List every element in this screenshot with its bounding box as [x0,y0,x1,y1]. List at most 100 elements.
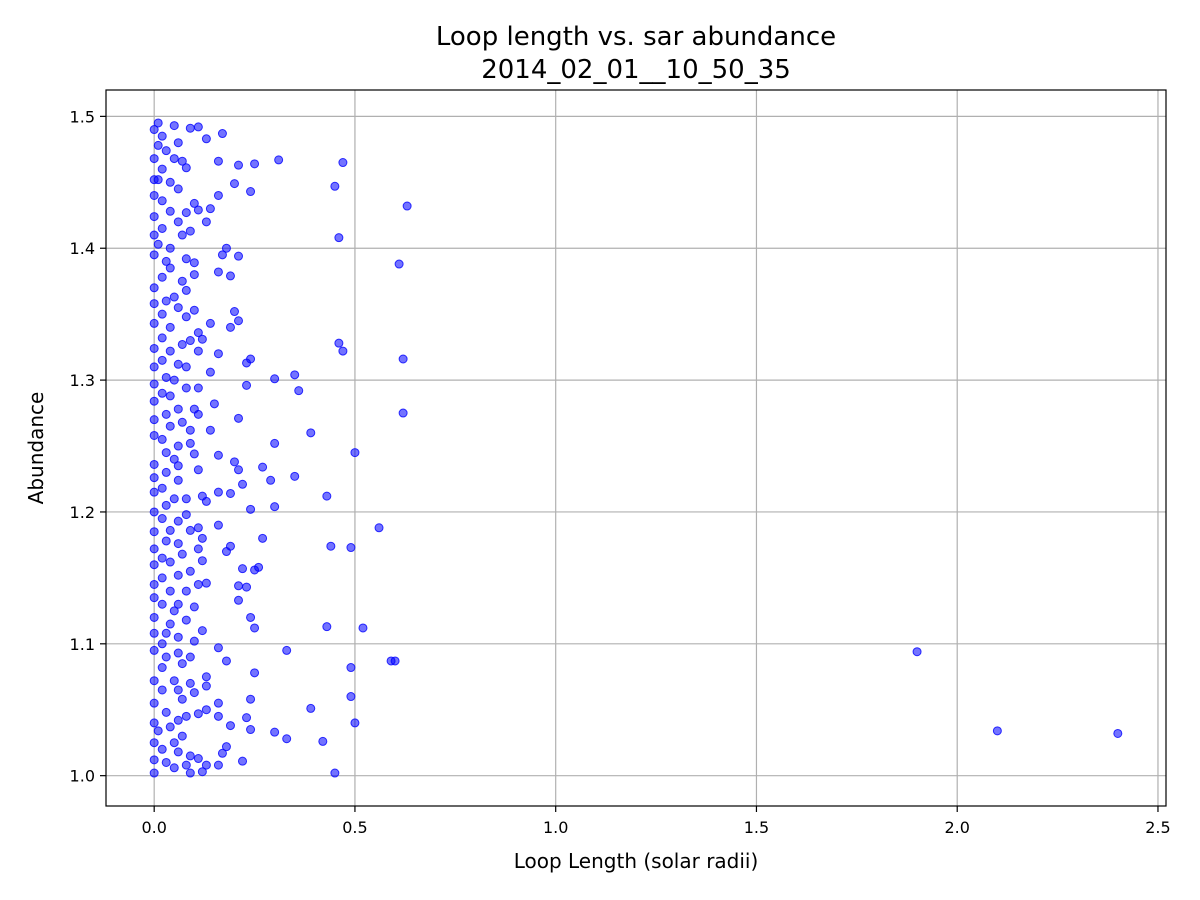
data-point [181,711,191,721]
data-point [169,738,179,748]
data-point [197,626,207,636]
data-point [193,544,203,554]
data-point [266,475,276,485]
data-point [201,681,211,691]
data-point [149,527,159,537]
data-point [205,318,215,328]
data-point [912,647,922,657]
data-point [181,285,191,295]
data-point [157,272,167,282]
data-point [189,636,199,646]
data-point [149,154,159,164]
data-point [181,615,191,625]
data-point [181,312,191,322]
data-point [234,595,243,605]
data-point [181,760,191,770]
data-point [157,388,167,398]
data-point [270,502,280,512]
data-point [242,582,252,592]
data-point [246,187,256,197]
data-point [153,175,163,185]
data-point [149,645,159,655]
data-point [153,726,163,736]
data-point [149,612,159,622]
data-point [374,523,384,533]
data-point [213,643,223,653]
data-point [318,736,328,746]
y-tick-label: 1.5 [70,107,95,126]
data-point [185,336,195,346]
data-point [149,473,159,483]
data-point [193,346,203,356]
data-point [157,744,167,754]
data-point [238,564,248,574]
data-point [225,488,235,498]
data-point [173,461,183,471]
data-point [326,541,336,551]
data-point [992,726,1002,736]
data-point [358,623,368,633]
data-point [177,276,187,286]
data-point [165,525,175,535]
data-point [149,593,159,603]
data-point [181,586,191,596]
data-point [189,198,199,208]
x-tick-label: 0.0 [141,818,166,837]
data-point [201,217,211,227]
data-point [169,375,179,385]
data-point [161,500,171,510]
data-point [242,358,252,368]
data-point [197,334,207,344]
data-point [161,448,171,458]
data-point [181,494,191,504]
data-point [165,586,175,596]
data-point [157,131,167,141]
y-tick-label: 1.1 [70,635,95,654]
data-point [197,556,207,566]
data-point [189,602,199,612]
data-point [161,652,171,662]
data-point [330,768,340,778]
data-point [169,763,179,773]
data-point [173,516,183,526]
data-points [149,118,1123,778]
data-point [189,305,199,315]
data-point [173,570,183,580]
data-point [185,678,195,688]
data-point [234,316,243,326]
data-point [157,553,167,563]
data-point [149,738,159,748]
x-tick-label: 1.5 [744,818,769,837]
data-point [258,462,268,472]
axis-ticks: 0.0 0.5 1.0 1.5 2.0 2.5 1.0 1.1 1.2 1.3 1.4 1.5 [70,107,1171,837]
data-point [350,718,360,728]
data-point [149,190,159,200]
data-point [185,438,195,448]
data-point [149,487,159,497]
data-point [250,565,260,575]
data-point [169,494,179,504]
data-point [282,645,292,655]
data-point [189,688,199,698]
data-point [213,190,223,200]
data-point [149,415,159,425]
data-point [185,425,195,435]
data-point [149,544,159,554]
data-point [153,239,163,249]
data-point [205,204,215,214]
data-point [213,267,223,277]
data-point [193,754,203,764]
data-point [157,333,167,343]
data-point [205,367,215,377]
data-point [173,632,183,642]
data-point [402,201,412,211]
chart-subtitle: 2014_02_01__10_50_35 [481,55,791,85]
data-point [165,421,175,431]
data-point [161,296,171,306]
data-point [213,450,223,460]
data-point [157,514,167,524]
data-point [173,184,183,194]
data-point [157,355,167,365]
data-point [334,233,344,243]
